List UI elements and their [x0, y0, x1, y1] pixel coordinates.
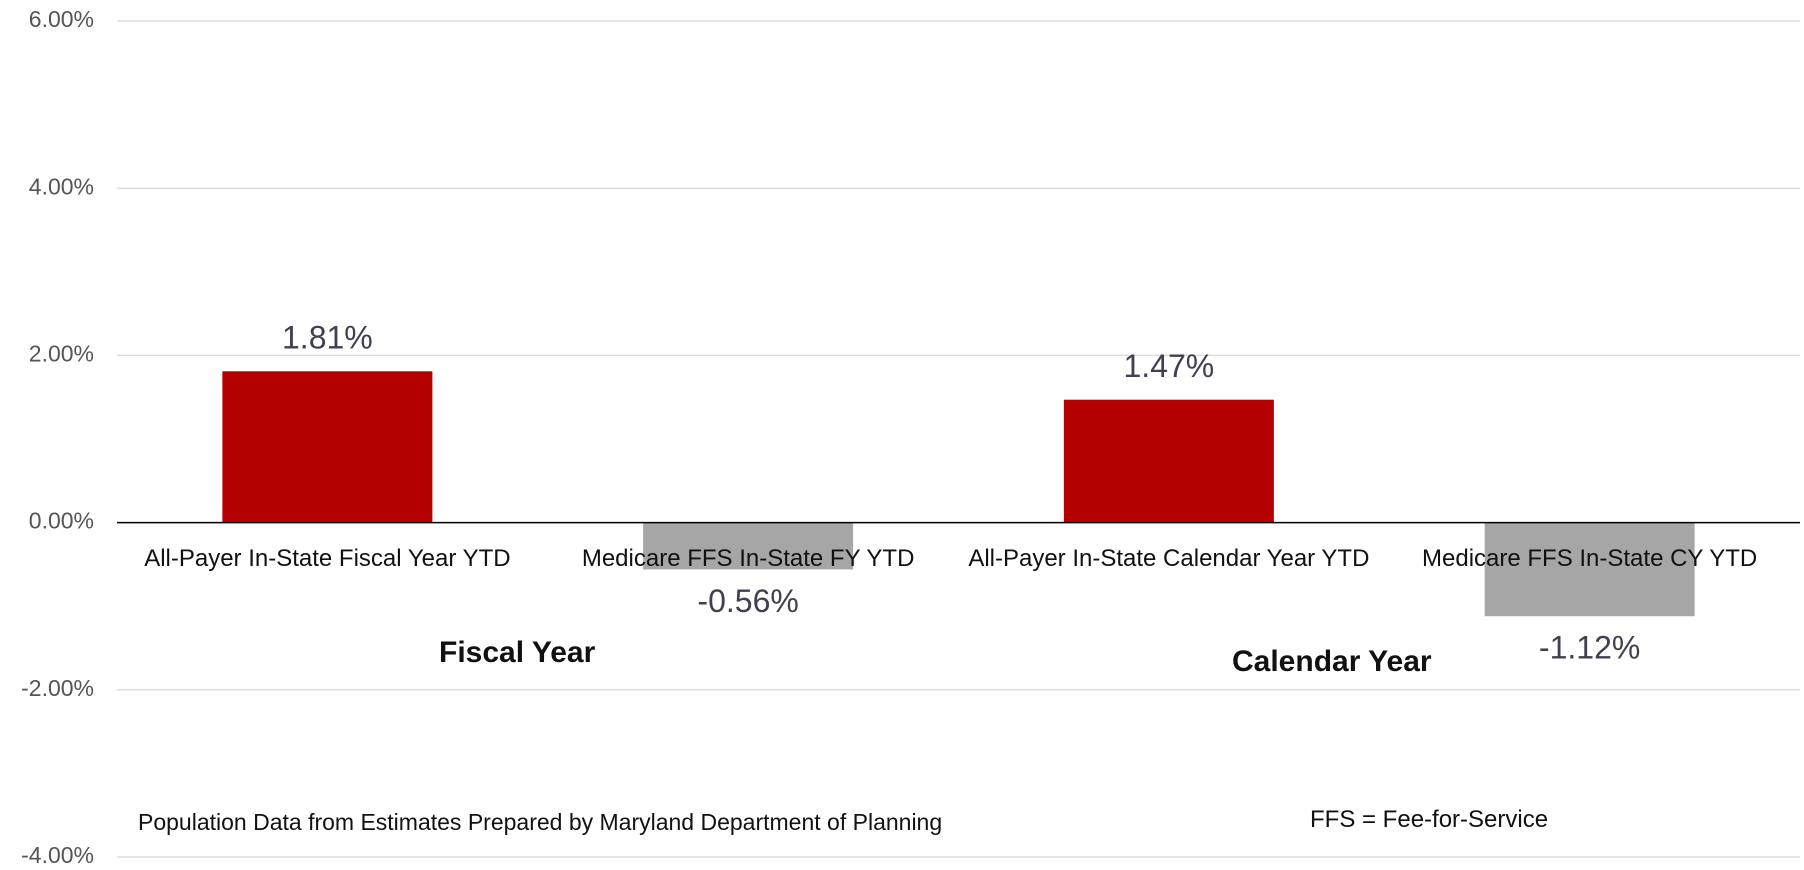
- x-tick-label: Medicare FFS In-State CY YTD: [1422, 544, 1758, 572]
- x-tick-label: All-Payer In-State Fiscal Year YTD: [144, 544, 511, 572]
- y-tick-label: 2.00%: [29, 340, 94, 366]
- y-tick-label: -2.00%: [21, 675, 94, 701]
- data-label: 1.47%: [1124, 348, 1215, 384]
- bar: [643, 522, 854, 570]
- y-tick-label: 4.00%: [29, 173, 94, 199]
- bar: [222, 371, 433, 523]
- bar: [1484, 522, 1695, 617]
- y-tick-label: -4.00%: [21, 842, 94, 868]
- source-note: Population Data from Estimates Prepared …: [138, 809, 943, 835]
- x-tick-label: Medicare FFS In-State FY YTD: [581, 544, 915, 572]
- x-tick-label: All-Payer In-State Calendar Year YTD: [968, 544, 1370, 572]
- data-label: -1.12%: [1539, 630, 1640, 666]
- group-label: Calendar Year: [1232, 645, 1432, 678]
- y-tick-label: 6.00%: [29, 6, 94, 32]
- y-tick-label: 0.00%: [29, 508, 94, 534]
- group-label: Fiscal Year: [439, 636, 596, 669]
- data-label: 1.81%: [282, 320, 373, 356]
- data-label: -0.56%: [697, 583, 798, 619]
- bar: [1063, 399, 1274, 523]
- footnote: FFS = Fee-for-Service: [1310, 806, 1549, 833]
